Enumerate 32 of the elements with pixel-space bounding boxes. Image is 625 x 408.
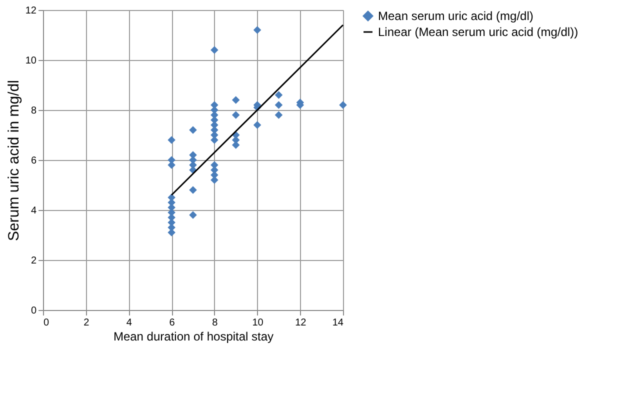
point bbox=[274, 91, 283, 99]
point bbox=[253, 121, 262, 129]
y-tick-label: 10 bbox=[25, 56, 37, 66]
x-tick-label: 8 bbox=[212, 318, 218, 328]
x-tick-label: 0 bbox=[44, 318, 50, 328]
y-tick-label: 4 bbox=[30, 206, 37, 216]
point bbox=[339, 101, 347, 109]
legend-label: Mean serum uric acid (mg/dl) bbox=[378, 9, 534, 23]
point bbox=[232, 111, 240, 119]
y-tick-label: 12 bbox=[25, 6, 37, 16]
point bbox=[232, 96, 240, 104]
x-tick-label: 4 bbox=[126, 318, 132, 328]
y-tick-label: 0 bbox=[30, 306, 37, 316]
point bbox=[189, 211, 197, 219]
x-tick-label: 12 bbox=[295, 318, 307, 328]
point bbox=[189, 186, 197, 194]
point bbox=[189, 126, 197, 134]
point bbox=[274, 101, 283, 109]
point bbox=[168, 136, 176, 144]
point bbox=[274, 111, 283, 119]
legend-label: Linear (Mean serum uric acid (mg/dl)) bbox=[378, 25, 578, 39]
x-tick-label: 14 bbox=[332, 318, 344, 328]
x-tick-label: 10 bbox=[252, 318, 264, 328]
x-tick-label: 6 bbox=[169, 318, 176, 328]
point bbox=[253, 26, 262, 34]
y-tick-label: 2 bbox=[30, 256, 37, 266]
y-axis-title: Serum uric acid in mg/dl bbox=[5, 80, 22, 241]
x-tick-label: 2 bbox=[84, 318, 90, 328]
point bbox=[210, 46, 218, 54]
y-tick-label: 6 bbox=[30, 156, 37, 166]
y-tick-label: 8 bbox=[30, 106, 37, 116]
x-axis-title: Mean duration of hospital stay bbox=[113, 330, 274, 344]
